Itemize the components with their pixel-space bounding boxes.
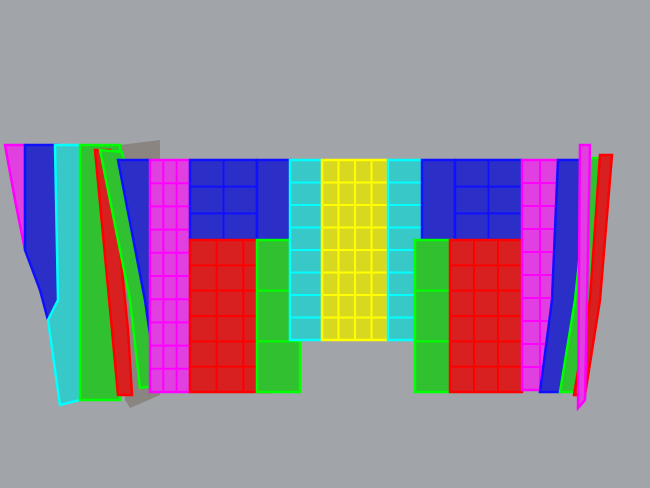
left-blue-strip (23, 143, 60, 324)
right-magenta-strip (576, 143, 592, 412)
blue-panel (420, 158, 457, 242)
blue-panel (255, 158, 292, 242)
left-magenta-strip (3, 143, 27, 251)
facade-model (3, 140, 614, 412)
